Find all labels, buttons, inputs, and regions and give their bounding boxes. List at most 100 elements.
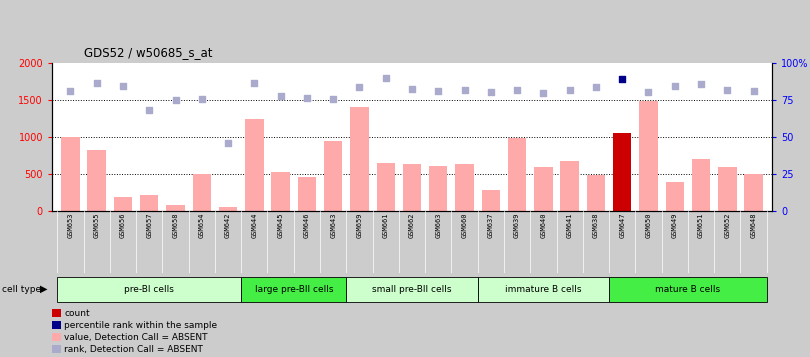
Point [668,83,681,89]
Text: GSM642: GSM642 [225,213,231,238]
FancyBboxPatch shape [241,277,347,302]
Text: GSM638: GSM638 [593,213,599,238]
Text: GSM660: GSM660 [462,213,467,238]
Bar [429,166,447,211]
Point [64,88,77,94]
Point [642,89,655,95]
Text: GSM662: GSM662 [409,213,415,238]
Text: ▶: ▶ [40,284,47,294]
Text: mature B cells: mature B cells [655,285,720,293]
Text: GSM639: GSM639 [514,213,520,238]
Text: percentile rank within the sample: percentile rank within the sample [64,321,217,330]
Bar [62,137,79,211]
Point [721,87,734,92]
Text: rank, Detection Call = ABSENT: rank, Detection Call = ABSENT [64,345,203,354]
Text: count: count [64,309,90,318]
Text: GSM657: GSM657 [147,213,152,238]
Text: GDS52 / w50685_s_at: GDS52 / w50685_s_at [84,46,213,59]
Point [432,88,445,94]
Text: large pre-BII cells: large pre-BII cells [254,285,333,293]
Bar [245,119,263,211]
Point [274,93,287,99]
Text: GSM661: GSM661 [382,213,389,238]
Point [616,76,629,81]
Point [248,80,261,86]
FancyBboxPatch shape [478,277,609,302]
Point [90,80,103,86]
Bar [455,164,474,211]
Bar [298,177,316,211]
Bar [639,101,658,211]
Bar [534,167,552,211]
Point [694,82,707,87]
Bar [193,174,211,211]
Text: GSM649: GSM649 [671,213,678,238]
Text: GSM655: GSM655 [94,213,100,238]
Bar [613,133,632,211]
Text: GSM650: GSM650 [646,213,651,238]
Bar [666,182,684,211]
Point [301,95,313,101]
Bar [561,161,579,211]
Bar [113,197,132,211]
Text: GSM648: GSM648 [751,213,757,238]
Text: small pre-BII cells: small pre-BII cells [373,285,452,293]
FancyBboxPatch shape [58,277,241,302]
Point [117,83,130,89]
Text: GSM659: GSM659 [356,213,362,238]
Point [510,87,523,92]
Point [747,88,760,94]
Bar [350,107,369,211]
Bar [52,345,61,353]
Text: GSM637: GSM637 [488,213,494,238]
Text: GSM647: GSM647 [619,213,625,238]
Text: pre-BI cells: pre-BI cells [124,285,174,293]
Point [326,96,339,102]
Text: cell type: cell type [2,285,40,293]
Text: value, Detection Call = ABSENT: value, Detection Call = ABSENT [64,333,207,342]
Bar [482,190,500,211]
Bar [377,163,395,211]
Text: GSM643: GSM643 [330,213,336,238]
Text: immature B cells: immature B cells [505,285,582,293]
Text: GSM663: GSM663 [435,213,441,238]
Point [458,87,471,93]
Point [353,84,366,90]
Text: GSM645: GSM645 [278,213,284,238]
Text: GSM646: GSM646 [304,213,310,238]
Point [195,96,208,102]
Bar [586,176,605,211]
Point [143,107,156,113]
Bar [52,333,61,341]
Text: GSM654: GSM654 [198,213,205,238]
Bar [87,150,106,211]
Point [406,86,419,92]
Text: GSM641: GSM641 [567,213,573,238]
FancyBboxPatch shape [609,277,767,302]
Bar [166,205,185,211]
Bar [692,159,710,211]
Bar [52,310,61,317]
Bar [271,172,290,211]
Point [222,140,235,146]
Bar [718,167,736,211]
Point [484,89,497,95]
Text: GSM651: GSM651 [698,213,704,238]
Bar [403,164,421,211]
Text: GSM658: GSM658 [173,213,178,238]
Point [537,90,550,96]
Point [379,75,392,81]
Point [590,85,603,90]
Bar [508,139,526,211]
Bar [219,207,237,211]
Text: GSM652: GSM652 [724,213,731,238]
Bar [52,321,61,329]
Bar [140,195,159,211]
FancyBboxPatch shape [347,277,478,302]
Text: GSM656: GSM656 [120,213,126,238]
Bar [744,174,763,211]
Text: GSM644: GSM644 [251,213,258,238]
Bar [324,141,343,211]
Point [563,87,576,92]
Text: GSM653: GSM653 [67,213,74,238]
